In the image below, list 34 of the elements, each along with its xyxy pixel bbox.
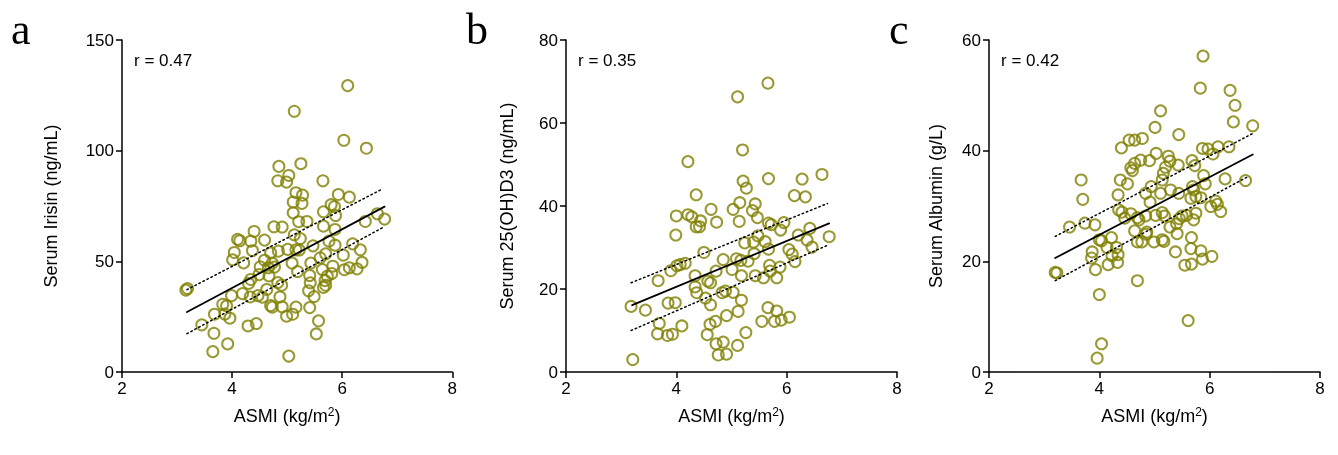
- y-tick-label: 40: [539, 196, 558, 216]
- y-tick-label: 40: [962, 141, 981, 161]
- x-tick-label: 6: [1204, 379, 1215, 398]
- y-axis-title: Serum Albumin (g/L): [926, 123, 946, 289]
- y-tick-label: 80: [539, 30, 558, 50]
- x-tick-label: 8: [892, 379, 902, 398]
- x-tick-label: 4: [671, 379, 682, 398]
- x-tick-label: 8: [447, 379, 458, 398]
- x-tick-label: 4: [227, 379, 237, 398]
- x-tick-label: 8: [1315, 379, 1325, 398]
- y-tick-label: 0: [548, 362, 558, 382]
- y-tick-label: 0: [104, 362, 114, 382]
- y-tick-label: 0: [971, 362, 981, 382]
- y-tick-label: 20: [539, 279, 558, 299]
- y-tick-label: 100: [85, 141, 114, 161]
- x-tick-label: 4: [1094, 379, 1105, 398]
- y-axis-title: Serum 25(OH)D3 (ng/mL): [497, 102, 517, 310]
- chart-title: c: [889, 4, 909, 54]
- chart-title: b: [466, 4, 488, 54]
- annotation: r = 0.47: [134, 51, 193, 70]
- y-tick-label: 20: [962, 251, 981, 271]
- x-tick-label: 6: [337, 379, 347, 398]
- y-tick-label: 60: [539, 113, 558, 133]
- annotation: r = 0.42: [1001, 51, 1060, 70]
- x-tick-label: 2: [984, 379, 994, 398]
- x-tick-label: 2: [561, 379, 571, 398]
- x-tick-label: 2: [117, 379, 127, 398]
- y-axis-title: Serum Irisin (ng/mL): [41, 124, 61, 288]
- chart-title: a: [11, 4, 31, 54]
- annotation: r = 0.35: [578, 51, 637, 70]
- y-tick-label: 60: [962, 30, 981, 50]
- y-tick-label: 50: [95, 251, 114, 271]
- x-tick-label: 6: [781, 379, 792, 398]
- y-tick-label: 150: [85, 30, 114, 50]
